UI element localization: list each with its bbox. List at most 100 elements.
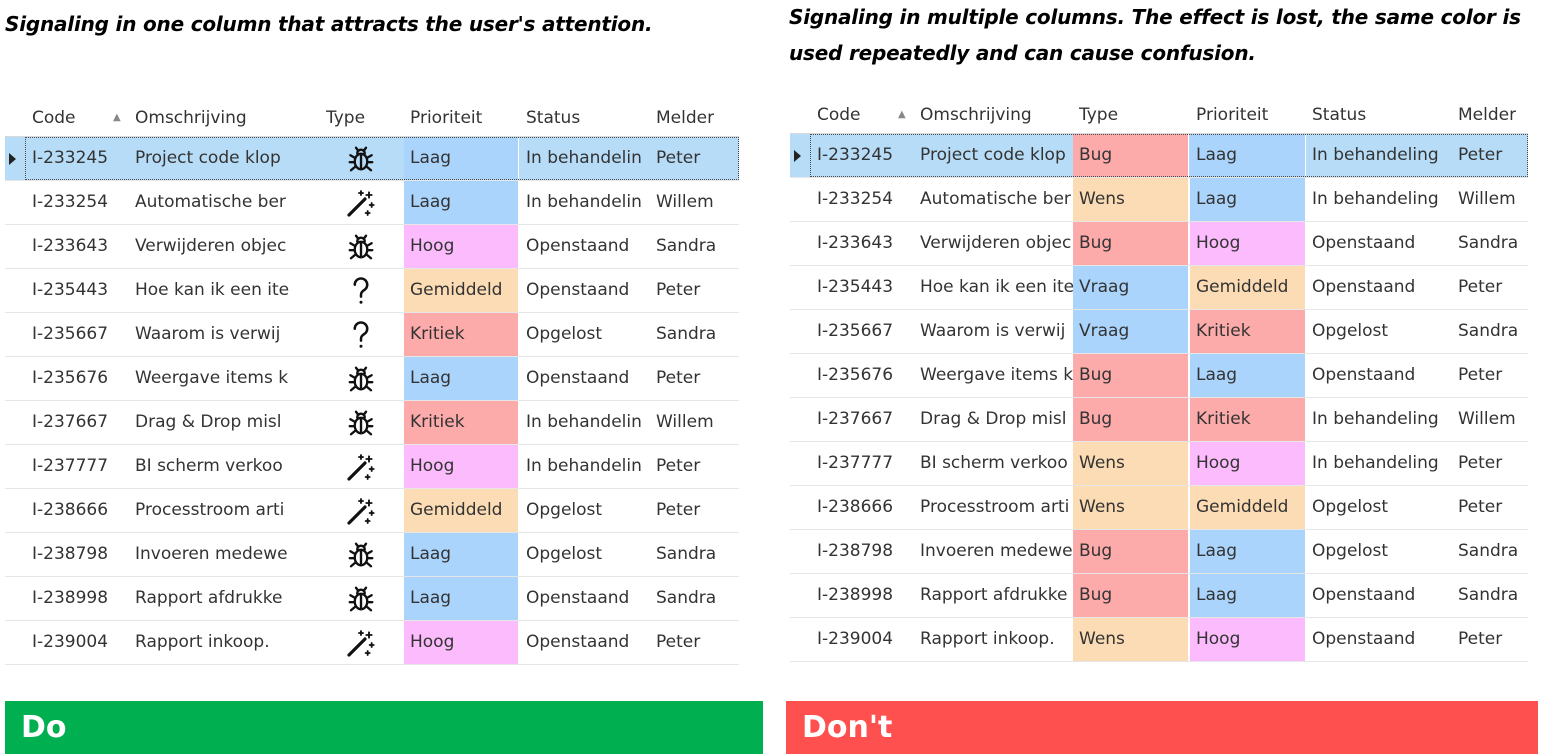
cell-prioriteit[interactable]: Kritiek: [1190, 398, 1306, 441]
cell-prioriteit[interactable]: Hoog: [1190, 442, 1306, 485]
cell-status[interactable]: In behandelin: [526, 456, 642, 476]
cell-melder[interactable]: Peter: [656, 632, 701, 652]
cell-prioriteit[interactable]: Hoog: [1190, 618, 1306, 661]
column-header-status[interactable]: Status: [1312, 105, 1367, 125]
cell-prioriteit[interactable]: Gemiddeld: [404, 269, 519, 312]
cell-melder[interactable]: Peter: [656, 500, 701, 520]
cell-omschrijving[interactable]: Processtroom arti: [135, 500, 285, 520]
cell-prioriteit[interactable]: Kritiek: [1190, 310, 1306, 353]
cell-type[interactable]: Wens: [1073, 442, 1189, 485]
cell-omschrijving[interactable]: Rapport afdrukke: [920, 585, 1068, 605]
cell-prioriteit[interactable]: Laag: [404, 533, 519, 576]
column-header-prioriteit[interactable]: Prioriteit: [1196, 105, 1269, 125]
cell-code[interactable]: I-238798: [32, 544, 109, 564]
cell-status[interactable]: In behandelin: [526, 148, 642, 168]
cell-melder[interactable]: Peter: [656, 280, 701, 300]
table-row[interactable]: I-238998 Rapport afdrukke Bug Laag Openstaan…: [790, 574, 1528, 618]
cell-melder[interactable]: Sandra: [1458, 321, 1519, 341]
cell-melder[interactable]: Sandra: [1458, 541, 1519, 561]
cell-code[interactable]: I-233254: [817, 189, 894, 209]
cell-type[interactable]: Bug: [1073, 530, 1189, 573]
cell-melder[interactable]: Sandra: [1458, 233, 1519, 253]
cell-status[interactable]: Opgelost: [1312, 497, 1389, 517]
cell-code[interactable]: I-233245: [817, 145, 894, 165]
cell-status[interactable]: Opgelost: [526, 324, 603, 344]
cell-omschrijving[interactable]: Drag & Drop misl: [135, 412, 282, 432]
column-header-code[interactable]: Code: [817, 105, 861, 125]
cell-omschrijving[interactable]: Drag & Drop misl: [920, 409, 1067, 429]
cell-omschrijving[interactable]: Verwijderen objec: [135, 236, 287, 256]
table-row[interactable]: I-238798 Invoeren medewe Laag Opgelost Sandr…: [5, 533, 739, 577]
cell-prioriteit[interactable]: Hoog: [404, 445, 519, 488]
cell-type[interactable]: Wens: [1073, 486, 1189, 529]
cell-omschrijving[interactable]: Project code klop: [135, 148, 281, 168]
cell-melder[interactable]: Sandra: [656, 544, 717, 564]
cell-code[interactable]: I-238666: [817, 497, 894, 517]
cell-code[interactable]: I-233643: [32, 236, 109, 256]
column-header-omschrijving[interactable]: Omschrijving: [920, 105, 1032, 125]
cell-status[interactable]: Openstaand: [1312, 365, 1416, 385]
cell-type[interactable]: Bug: [1073, 354, 1189, 397]
cell-omschrijving[interactable]: Hoe kan ik een ite: [135, 280, 290, 300]
cell-omschrijving[interactable]: Waarom is verwij: [135, 324, 281, 344]
table-row[interactable]: I-235676 Weergave items k Laag Openstaand Pe…: [5, 357, 739, 401]
cell-code[interactable]: I-238998: [32, 588, 109, 608]
cell-prioriteit[interactable]: Laag: [1190, 178, 1306, 221]
cell-status[interactable]: Opgelost: [1312, 541, 1389, 561]
cell-prioriteit[interactable]: Gemiddeld: [1190, 486, 1306, 529]
cell-prioriteit[interactable]: Laag: [1190, 354, 1306, 397]
cell-omschrijving[interactable]: Weergave items k: [135, 368, 289, 388]
cell-melder[interactable]: Sandra: [1458, 585, 1519, 605]
column-header-melder[interactable]: Melder: [656, 108, 715, 128]
cell-omschrijving[interactable]: Automatische ber: [920, 189, 1071, 209]
cell-status[interactable]: Openstaand: [1312, 629, 1416, 649]
table-row[interactable]: I-233245 Project code klop Bug Laag In behan…: [790, 134, 1528, 178]
table-row[interactable]: I-237777 BI scherm verkoo Wens Hoog In behan…: [790, 442, 1528, 486]
cell-status[interactable]: In behandelin: [526, 192, 642, 212]
column-header-type[interactable]: Type: [1079, 105, 1119, 125]
cell-code[interactable]: I-235443: [817, 277, 894, 297]
cell-type[interactable]: Bug: [1073, 134, 1189, 177]
cell-omschrijving[interactable]: Invoeren medewe: [135, 544, 288, 564]
cell-type[interactable]: Bug: [1073, 574, 1189, 617]
cell-status[interactable]: Openstaand: [1312, 277, 1416, 297]
table-row[interactable]: I-233643 Verwijderen objec Hoog Openstaand S…: [5, 225, 739, 269]
cell-melder[interactable]: Peter: [1458, 365, 1503, 385]
cell-melder[interactable]: Willem: [656, 192, 714, 212]
cell-prioriteit[interactable]: Laag: [1190, 134, 1306, 177]
table-row[interactable]: I-237777 BI scherm verkoo Hoog In behandeli…: [5, 445, 739, 489]
cell-omschrijving[interactable]: Waarom is verwij: [920, 321, 1066, 341]
table-row[interactable]: I-235443 Hoe kan ik een ite Gemiddeld Opens…: [5, 269, 739, 313]
table-row[interactable]: I-233254 Automatische ber Laag In behandeli…: [5, 181, 739, 225]
cell-type[interactable]: Bug: [1073, 222, 1189, 265]
cell-code[interactable]: I-239004: [817, 629, 894, 649]
cell-status[interactable]: Openstaand: [526, 280, 630, 300]
cell-prioriteit[interactable]: Laag: [404, 357, 519, 400]
column-header-prioriteit[interactable]: Prioriteit: [410, 108, 483, 128]
column-header-status[interactable]: Status: [526, 108, 581, 128]
cell-status[interactable]: In behandeling: [1312, 145, 1439, 165]
cell-melder[interactable]: Willem: [1458, 409, 1516, 429]
cell-code[interactable]: I-233254: [32, 192, 109, 212]
cell-status[interactable]: In behandeling: [1312, 189, 1439, 209]
cell-status[interactable]: Openstaand: [1312, 585, 1416, 605]
cell-omschrijving[interactable]: Verwijderen objec: [920, 233, 1072, 253]
cell-melder[interactable]: Peter: [1458, 497, 1503, 517]
table-row[interactable]: I-233245 Project code klop Laag In behandel…: [5, 137, 739, 181]
cell-omschrijving[interactable]: Rapport inkoop.: [920, 629, 1055, 649]
cell-melder[interactable]: Sandra: [656, 324, 717, 344]
cell-omschrijving[interactable]: Processtroom arti: [920, 497, 1070, 517]
cell-omschrijving[interactable]: Hoe kan ik een ite: [920, 277, 1073, 297]
cell-melder[interactable]: Willem: [656, 412, 714, 432]
cell-prioriteit[interactable]: Kritiek: [404, 401, 519, 444]
cell-status[interactable]: Opgelost: [1312, 321, 1389, 341]
cell-prioriteit[interactable]: Laag: [404, 577, 519, 620]
cell-prioriteit[interactable]: Laag: [404, 181, 519, 224]
cell-status[interactable]: In behandelin: [526, 412, 642, 432]
cell-status[interactable]: Openstaand: [1312, 233, 1416, 253]
cell-status[interactable]: In behandeling: [1312, 453, 1439, 473]
cell-omschrijving[interactable]: Weergave items k: [920, 365, 1073, 385]
cell-type[interactable]: Wens: [1073, 178, 1189, 221]
table-row[interactable]: I-237667 Drag & Drop misl Bug Kritiek In beh…: [790, 398, 1528, 442]
cell-prioriteit[interactable]: Hoog: [1190, 222, 1306, 265]
